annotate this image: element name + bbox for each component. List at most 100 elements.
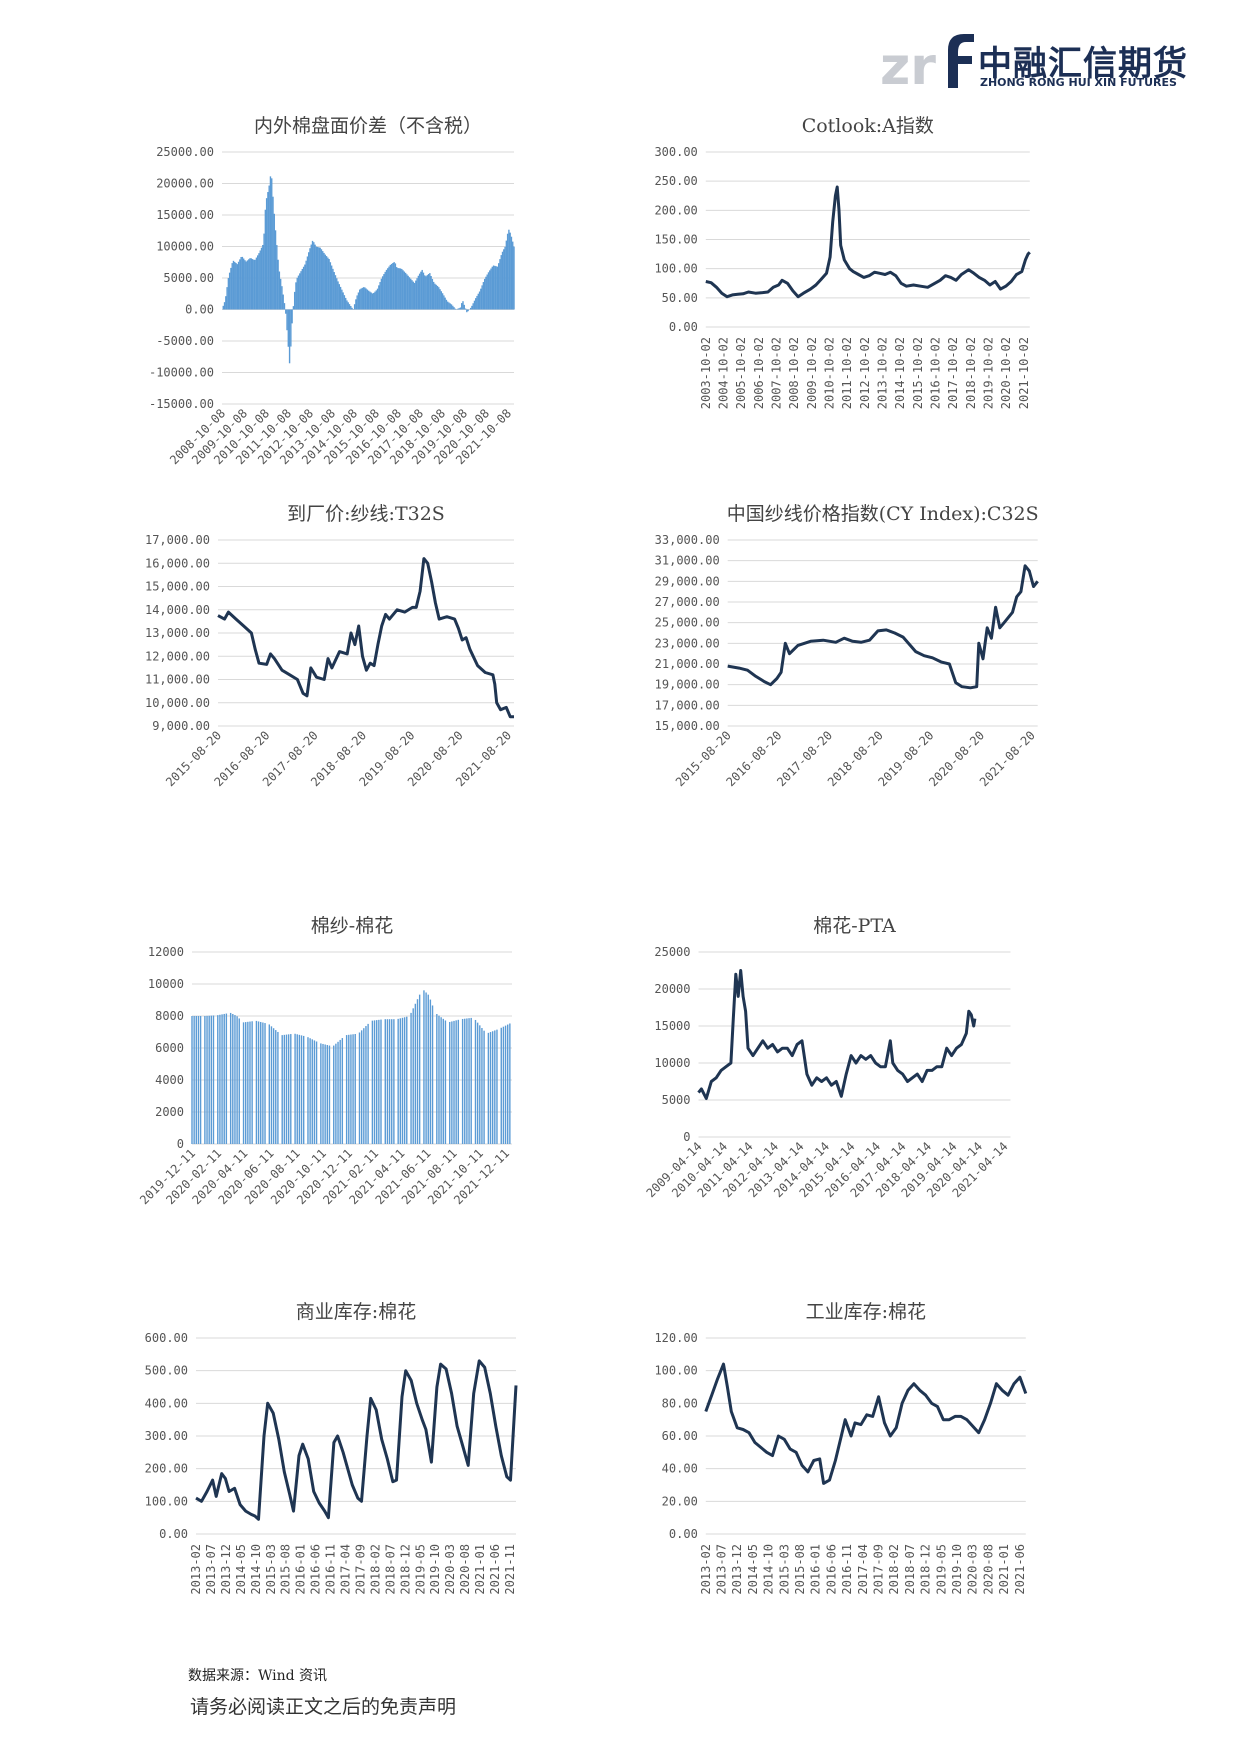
bar bbox=[410, 1012, 412, 1144]
bar bbox=[380, 1019, 382, 1144]
x-tick-label: 2015-08 bbox=[793, 1544, 807, 1595]
bar bbox=[431, 1005, 434, 1144]
bar bbox=[483, 278, 486, 310]
bar bbox=[265, 198, 268, 310]
bar bbox=[271, 178, 273, 310]
bar bbox=[255, 257, 258, 310]
bar bbox=[322, 251, 324, 310]
x-tick-label: 2020-10-02 bbox=[999, 337, 1013, 409]
bar bbox=[288, 309, 291, 364]
bar bbox=[483, 1030, 485, 1144]
bar bbox=[454, 308, 457, 310]
chart-title: Cotlook:A指数 bbox=[802, 115, 934, 137]
bar bbox=[296, 1034, 298, 1144]
bar bbox=[318, 247, 320, 310]
bar bbox=[228, 272, 231, 310]
bar bbox=[487, 1032, 490, 1144]
bar bbox=[438, 1015, 440, 1144]
x-tick-label: 2015-03 bbox=[264, 1544, 278, 1595]
y-tick-label: 15,000.00 bbox=[655, 719, 720, 733]
bar bbox=[408, 277, 411, 310]
y-tick-label: 12,000.00 bbox=[145, 649, 210, 663]
bar bbox=[347, 302, 349, 310]
bar bbox=[418, 273, 421, 310]
bar bbox=[435, 284, 437, 310]
bar bbox=[287, 309, 290, 347]
bar bbox=[467, 309, 469, 312]
bar bbox=[223, 302, 226, 310]
y-tick-label: 15,000.00 bbox=[145, 580, 210, 594]
bar bbox=[361, 287, 363, 310]
bar bbox=[383, 274, 385, 310]
x-tick-label: 2015-10-02 bbox=[911, 337, 925, 409]
bar bbox=[471, 305, 473, 310]
bar bbox=[306, 256, 309, 310]
bar bbox=[324, 1044, 326, 1144]
bar bbox=[210, 1015, 213, 1144]
bar bbox=[298, 1034, 301, 1144]
y-tick-label: -5000.00 bbox=[156, 334, 214, 348]
bar bbox=[230, 267, 232, 310]
x-tick-label: 2020-03 bbox=[966, 1544, 980, 1595]
y-tick-label: -10000.00 bbox=[149, 366, 214, 380]
y-tick-label: 10000 bbox=[654, 1056, 690, 1070]
x-tick-label: 2021-06 bbox=[488, 1544, 502, 1595]
bar bbox=[348, 1034, 350, 1144]
bar bbox=[315, 246, 318, 310]
bar bbox=[302, 1035, 305, 1144]
bar bbox=[500, 255, 502, 310]
bar bbox=[401, 268, 403, 310]
bar bbox=[480, 288, 482, 310]
bar bbox=[272, 1028, 275, 1144]
x-tick-label: 2021-01 bbox=[473, 1544, 487, 1595]
bar bbox=[217, 1015, 219, 1144]
bar bbox=[417, 275, 420, 310]
y-tick-label: 0.00 bbox=[159, 1527, 188, 1541]
bar bbox=[221, 1014, 223, 1144]
y-tick-label: 250.00 bbox=[654, 174, 697, 188]
bar bbox=[366, 289, 369, 310]
bar bbox=[310, 244, 312, 310]
bar bbox=[367, 1023, 369, 1144]
bar bbox=[399, 268, 402, 310]
bar bbox=[296, 277, 298, 310]
bar bbox=[232, 1014, 234, 1144]
bar bbox=[378, 285, 380, 310]
bar bbox=[297, 275, 300, 310]
y-tick-label: 300.00 bbox=[654, 145, 697, 159]
bar bbox=[251, 1021, 253, 1144]
bar bbox=[449, 303, 451, 310]
x-tick-label: 2014-10-02 bbox=[893, 337, 907, 409]
series-line bbox=[217, 557, 514, 719]
bar bbox=[226, 287, 228, 310]
bar bbox=[320, 249, 323, 310]
bar bbox=[412, 1008, 414, 1144]
chart-yarn-t32s: 到厂价:纱线:T32S 17,000.00 16,000.00 15,000.00 14… bbox=[145, 500, 590, 850]
y-tick-label: 6000 bbox=[155, 1041, 184, 1055]
bar bbox=[431, 278, 434, 310]
x-tick-label: 2017-04 bbox=[856, 1544, 870, 1595]
y-tick-label: 31,000.00 bbox=[655, 554, 720, 568]
data-source-note: 数据来源：Wind 资讯 bbox=[188, 1668, 328, 1684]
bar bbox=[410, 278, 412, 310]
chart-cotlook-a: Cotlook:A指数 300.00 250.00 200.00 150.00 100.0… bbox=[654, 112, 1095, 462]
x-tick-label: 2017-10-02 bbox=[946, 337, 960, 409]
bar bbox=[416, 999, 419, 1144]
bar bbox=[501, 251, 504, 310]
bar bbox=[477, 293, 479, 310]
bar bbox=[212, 1015, 215, 1144]
bar bbox=[388, 1019, 391, 1144]
bar bbox=[235, 263, 237, 310]
x-tick-label: 2017-09 bbox=[353, 1544, 367, 1595]
x-tick-label: 2018-02 bbox=[368, 1544, 382, 1595]
bar bbox=[370, 292, 372, 310]
bar bbox=[403, 1017, 406, 1144]
bar bbox=[473, 300, 476, 310]
bar bbox=[423, 990, 425, 1144]
bar bbox=[324, 254, 326, 310]
bar bbox=[299, 273, 301, 310]
bar bbox=[231, 263, 233, 310]
bar bbox=[496, 1029, 498, 1144]
bar bbox=[375, 290, 377, 310]
bar bbox=[316, 246, 319, 310]
